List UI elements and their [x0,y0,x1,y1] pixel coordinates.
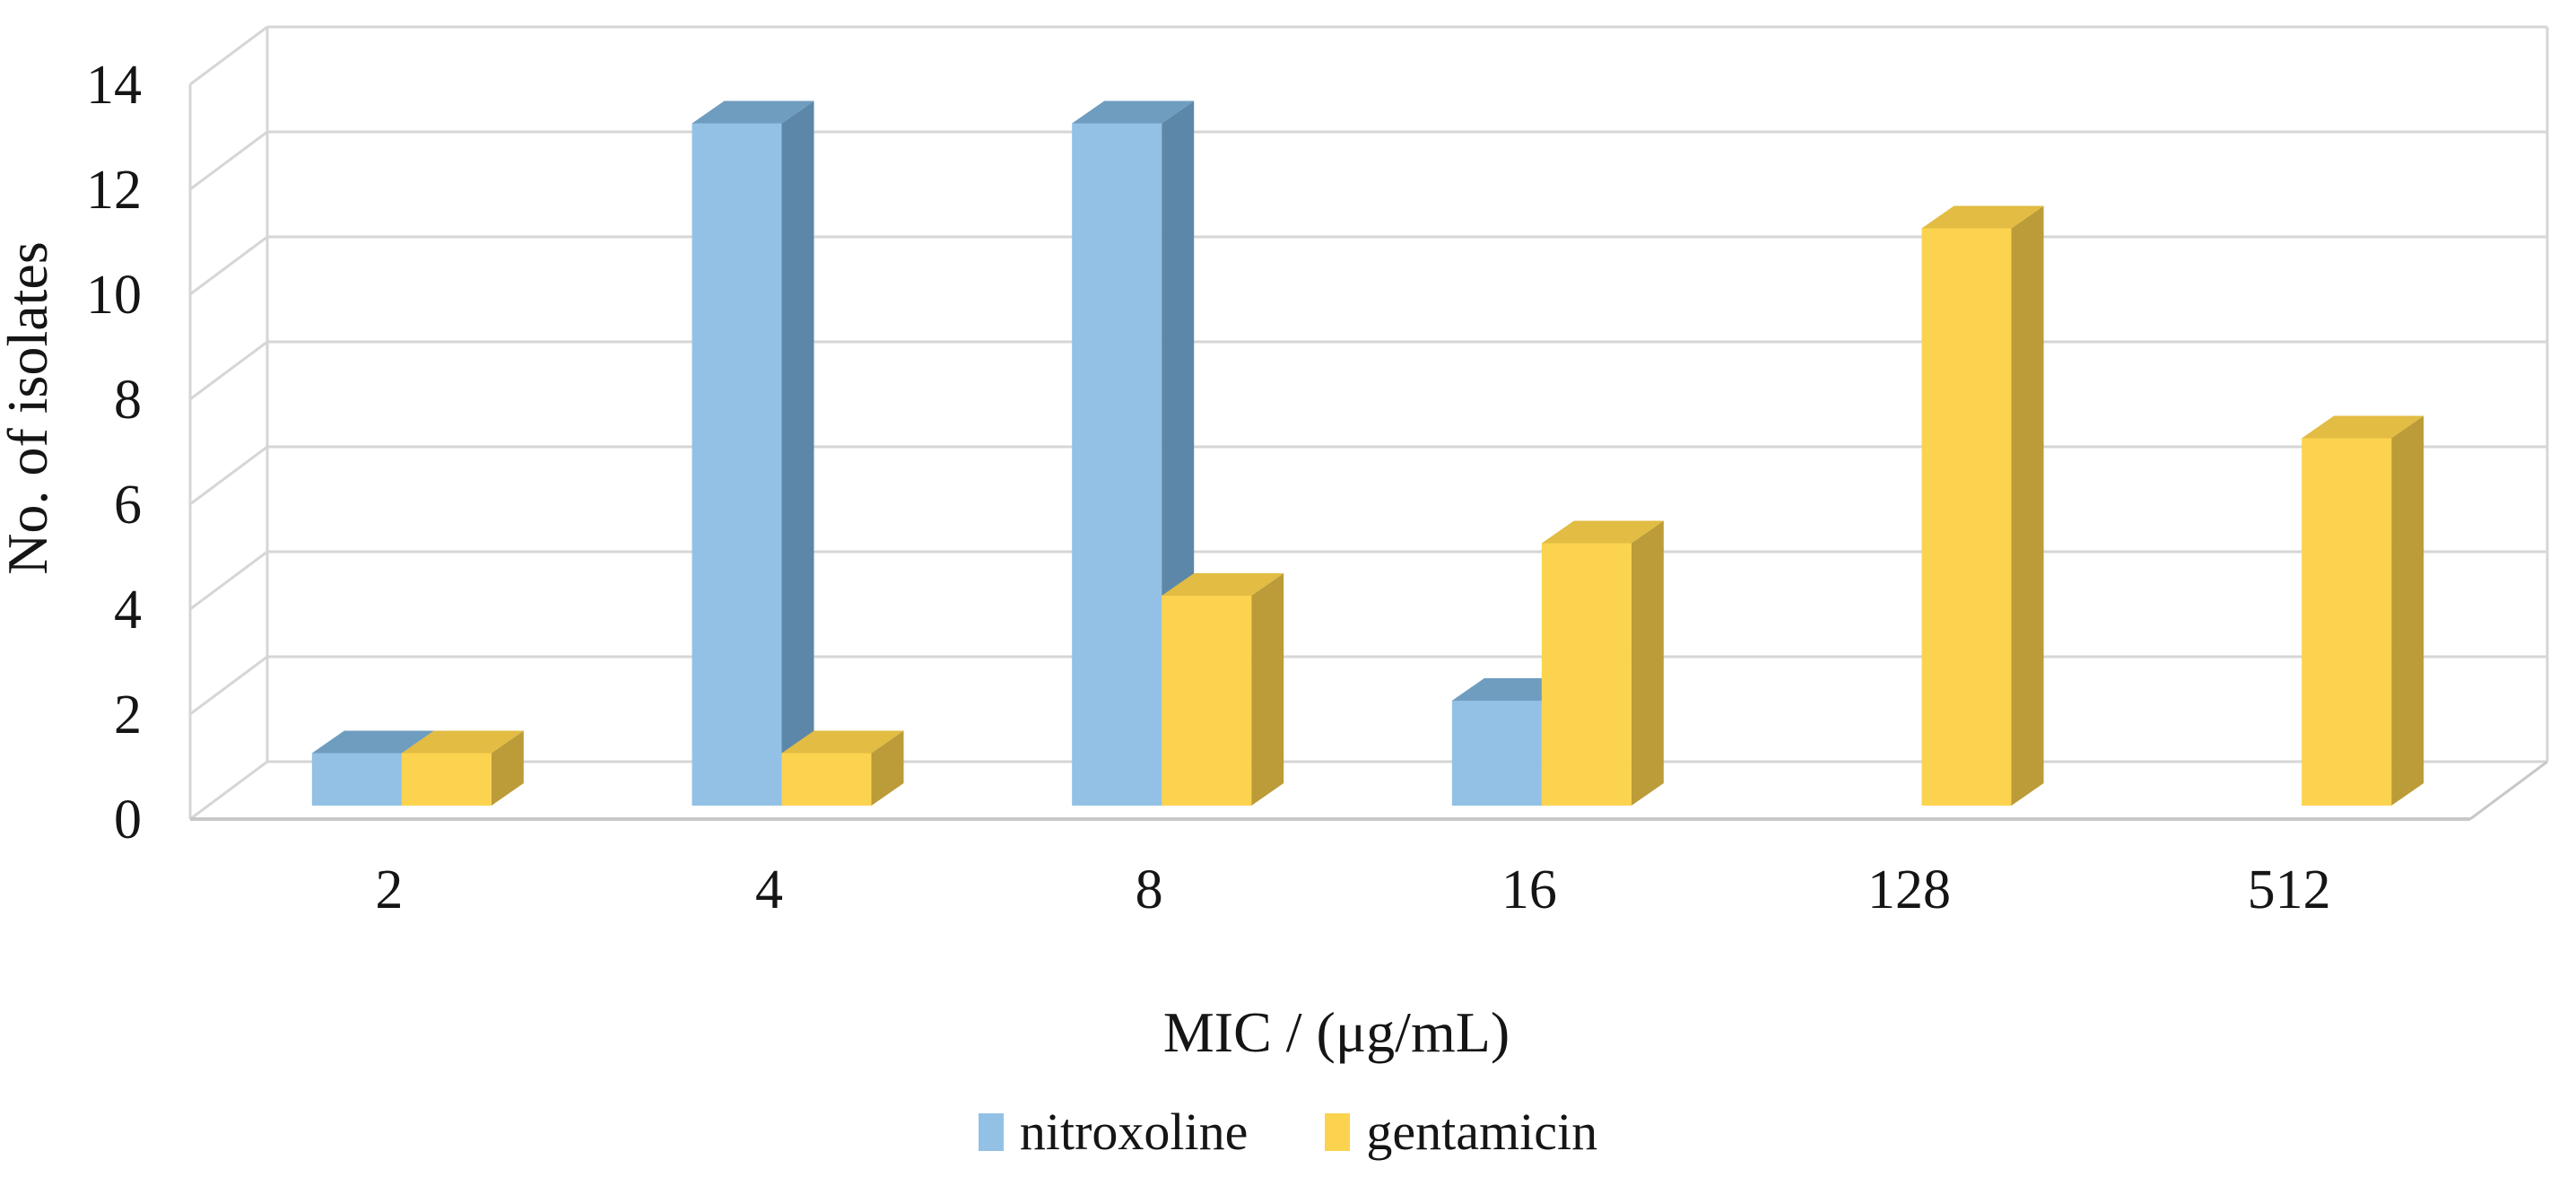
x-category-label-4: 4 [755,859,783,920]
bar-side-face [2011,205,2044,806]
bar-front-face [401,753,492,806]
bar-gentamicin-2 [401,730,524,806]
y-tick-label-10: 10 [86,265,142,326]
bar-side-face [1251,573,1284,806]
x-axis-category-labels: 2 4 8 16 128 512 [375,859,2330,920]
legend-swatch-nitroxoline [978,1112,1004,1151]
bar-top-face [781,730,904,754]
x-category-label-128: 128 [1867,859,1951,920]
bar-front-face [311,753,402,806]
bar-side-face [2391,415,2424,806]
bar-gentamicin-4 [781,730,904,806]
bar-top-face [2302,415,2424,439]
bar-gentamicin-16 [1541,520,1664,806]
legend-label: nitroxoline [1019,1103,1249,1161]
bar-side-face [871,730,904,806]
bar-side-face [1631,520,1664,806]
legend-item-gentamicin: gentamicin [1325,1102,1597,1162]
bar-top-face [311,730,434,754]
plot-walls-and-gridlines [188,25,2549,821]
bar-top-face [1162,573,1284,596]
bar-nitroxoline-8 [1072,100,1195,806]
gridline-side-2 [189,655,268,716]
x-axis-title: MIC / (μg/mL) [1163,1000,1510,1064]
x-category-label-8: 8 [1136,859,1163,920]
bar-top-face [1921,205,2044,229]
gridline-side-0 [189,760,268,821]
bar-front-face [1162,596,1252,806]
gridline-side-8 [189,340,268,401]
bar-gentamicin-128 [1921,205,2044,806]
bar-front-face [2302,438,2392,806]
bar-front-face [781,753,872,806]
bar-front-face [1072,123,1162,806]
bar-nitroxoline-4 [692,100,814,806]
gridline-side-12 [189,130,268,191]
y-tick-label-0: 0 [114,789,142,850]
y-tick-label-2: 2 [114,685,142,746]
gridline-side-6 [189,445,268,506]
bar-side-face [491,730,524,806]
x-category-label-2: 2 [375,859,403,920]
y-tick-label-14: 14 [86,55,142,116]
bar-top-face [401,730,524,754]
bar-front-face [1541,543,1632,806]
bar-side-face [781,100,814,806]
y-tick-label-12: 12 [86,160,142,221]
y-axis-tick-labels: 0 2 4 6 8 10 12 14 [86,55,142,850]
bar-top-face [1072,100,1195,124]
gridline-side-10 [189,235,268,296]
gridline-side-4 [189,550,268,611]
floor-right-edge [2469,760,2548,821]
bar-front-face [692,123,782,806]
legend-label: gentamicin [1366,1103,1598,1161]
y-tick-label-8: 8 [114,370,142,431]
y-axis-title: No. of isolates [0,241,59,575]
bar-top-face [692,100,814,124]
legend-item-nitroxoline: nitroxoline [978,1102,1249,1162]
bar-gentamicin-8 [1162,573,1284,806]
bar-top-face [1541,520,1664,544]
bar-front-face [1451,701,1542,806]
legend: nitroxoline gentamicin [0,1102,2576,1162]
bar-front-face [1921,228,2012,806]
y-tick-label-4: 4 [114,580,142,641]
legend-swatch-gentamicin [1325,1112,1351,1151]
bars [311,100,2424,806]
gridline-side-14 [189,25,268,86]
y-tick-label-6: 6 [114,475,142,536]
x-category-label-512: 512 [2248,859,2331,920]
x-category-label-16: 16 [1501,859,1557,920]
bar-gentamicin-512 [2302,415,2424,806]
